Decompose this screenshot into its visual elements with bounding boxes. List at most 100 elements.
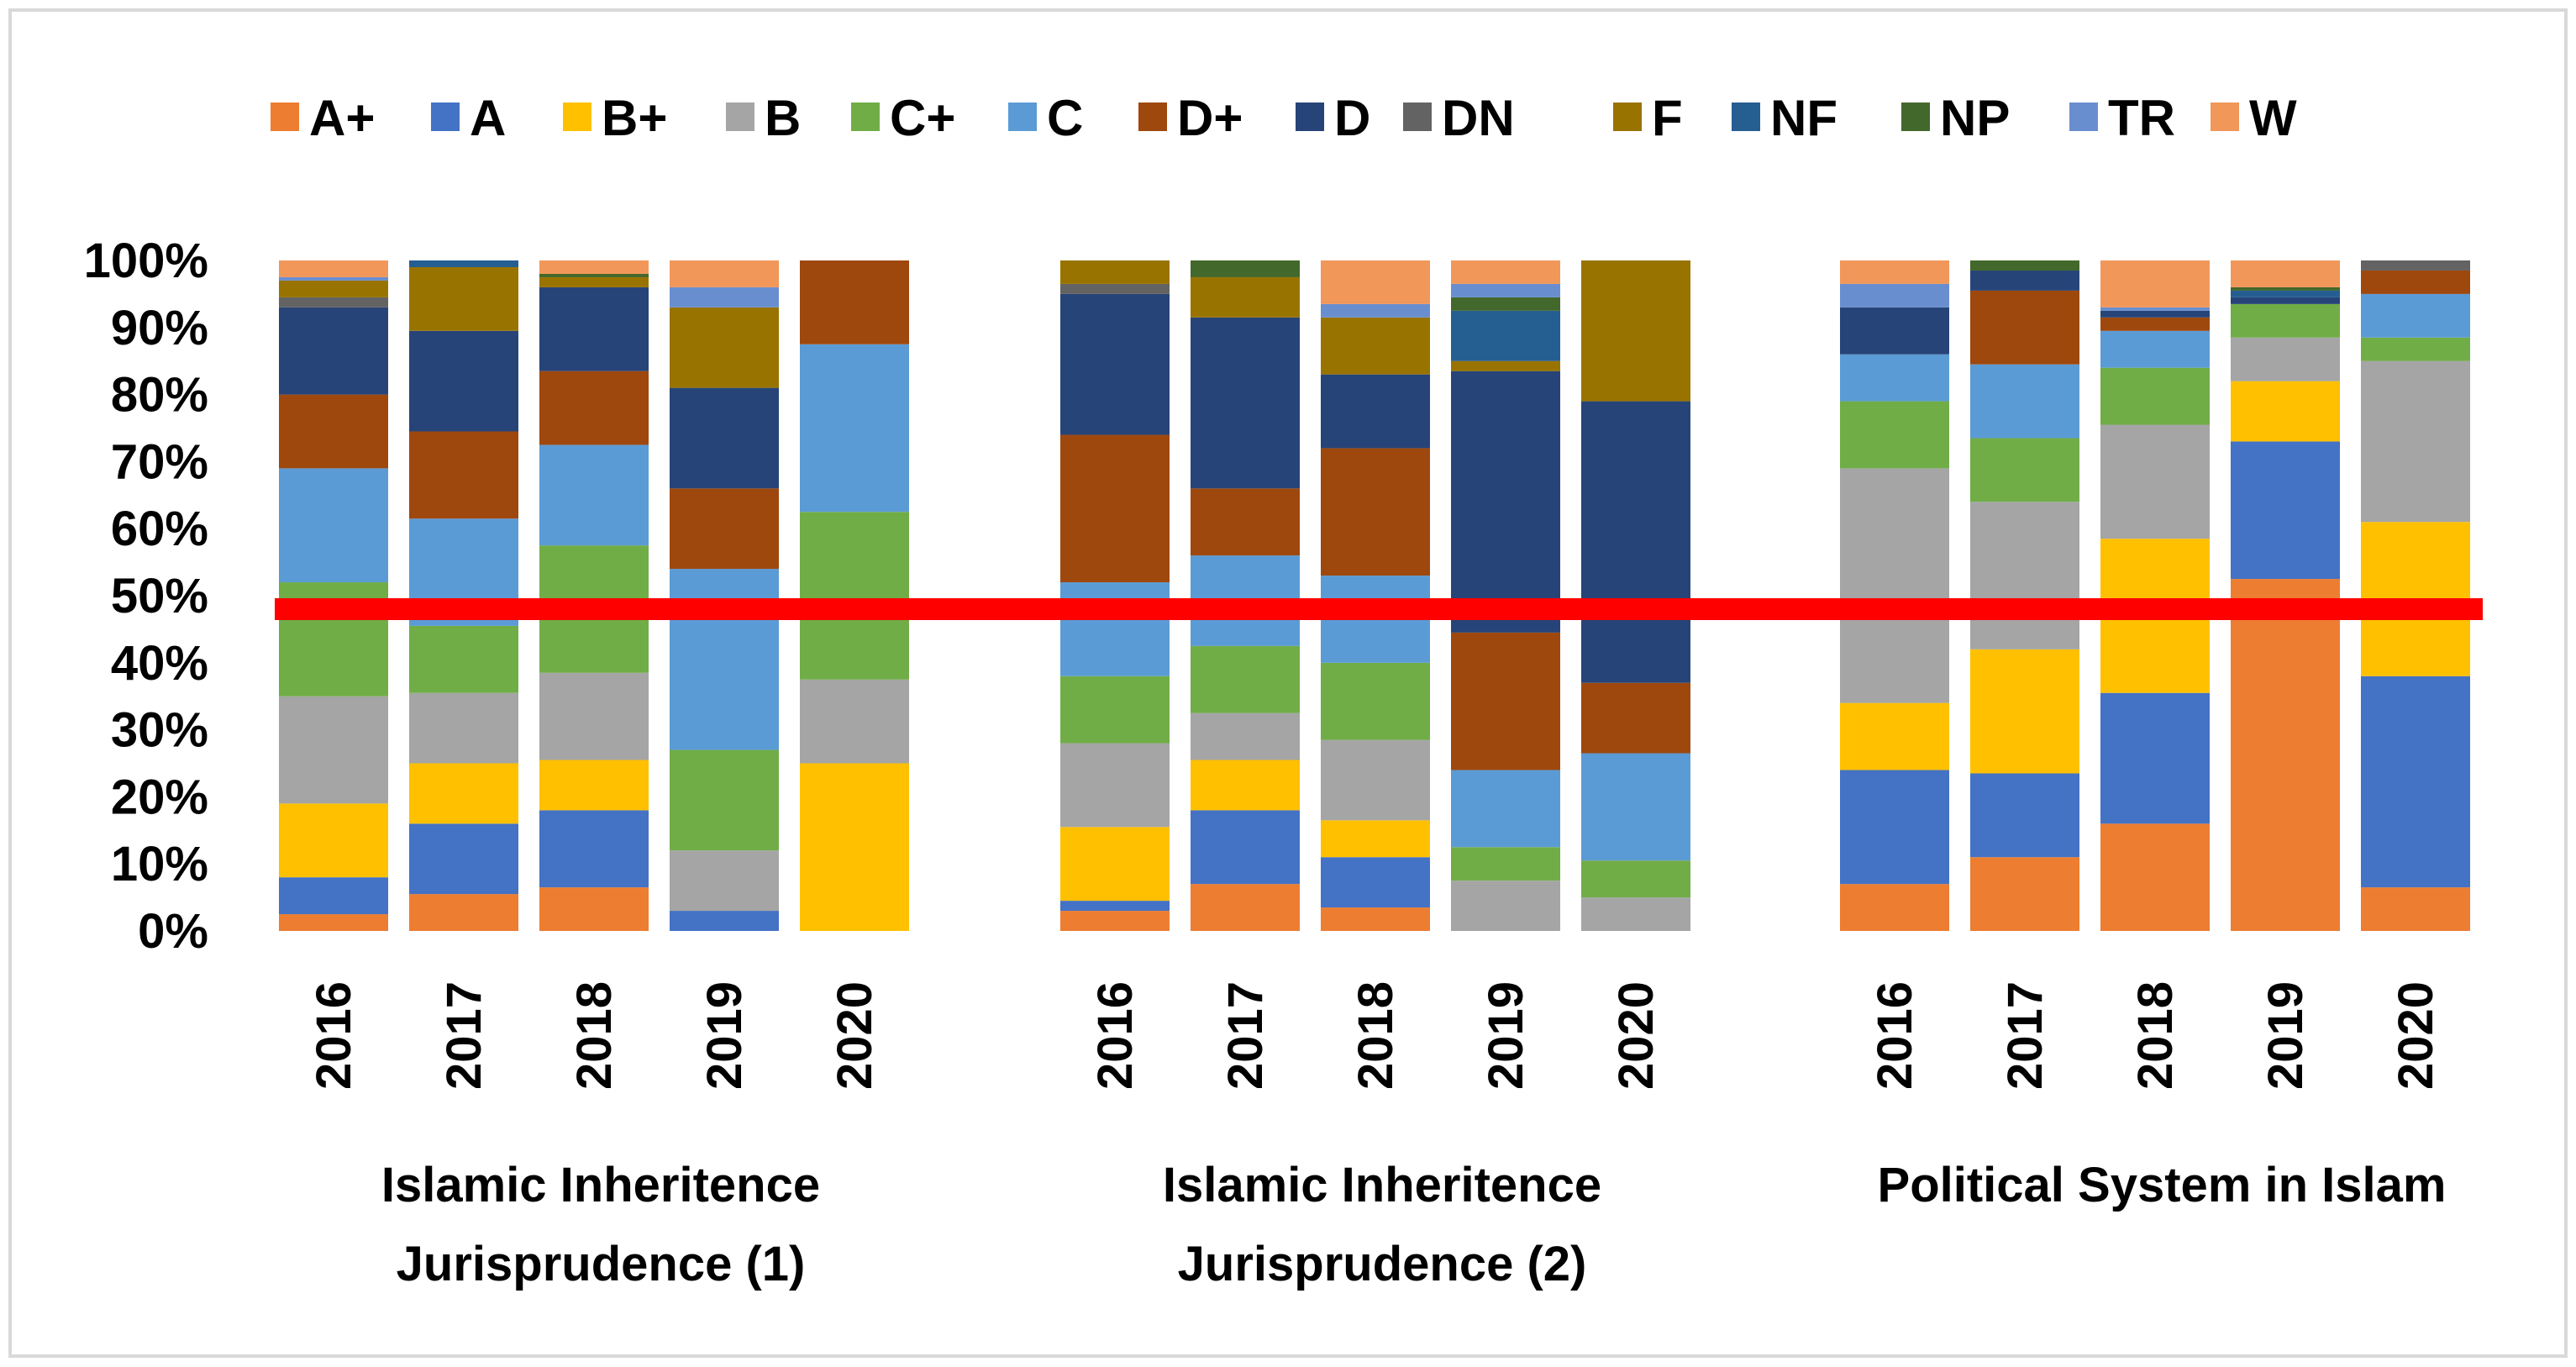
bar-segment-c-plus [2231,303,2340,338]
stacked-bar-2018 [2100,260,2210,931]
bar-segment-c [1581,753,1690,861]
legend-label-np: NP [1940,90,2010,146]
bar-segment-d [1970,270,2079,291]
legend-swatch-dn [1403,103,1432,131]
stacked-bar-2018 [1321,260,1430,931]
y-tick-label: 50% [111,569,208,623]
legend-label-w: W [2249,90,2297,146]
bar-segment-tr [279,276,388,281]
legend-swatch-c [1008,103,1037,131]
bar-segment-b [2361,360,2470,523]
stacked-bar-2017 [1970,260,2079,931]
bar-segment-c-plus [1581,860,1690,898]
y-tick-label: 100% [84,234,208,288]
bar-segment-d [1581,401,1690,683]
legend-label-a: A [470,90,506,146]
stacked-bar-2016 [279,260,388,931]
bar-segment-d-plus [1581,682,1690,754]
bar-segment-w [279,260,388,277]
bar-segment-b [2100,424,2210,539]
legend-swatch-b [726,103,754,131]
legend-swatch-c-plus [851,103,880,131]
bar-segment-c [670,569,779,750]
y-tick-label: 70% [111,434,208,489]
bar-segment-b [670,850,779,912]
bar-segment-d-plus [409,431,518,519]
bar-segment-c [1060,582,1170,676]
bar-segment-b-plus [1970,649,2079,774]
bar-segment-b-plus [2231,381,2340,442]
legend-swatch-nf [1732,103,1760,131]
stacked-bar-2017 [409,260,518,931]
bar-segment-c [1451,770,1560,848]
x-tick-label-2017: 2017 [437,981,492,1090]
y-tick-label: 60% [111,502,208,556]
bar-segment-tr [1321,303,1430,318]
legend-label-c-plus: C+ [890,90,955,146]
stacked-bar-2018 [539,260,649,931]
legend-swatch-w [2211,103,2239,131]
bar-segment-a-plus [2100,823,2210,931]
bar-segment-a-plus [1840,884,1949,931]
y-tick-label: 0% [138,904,208,959]
bar-segment-b [2231,337,2340,381]
bar-segment-d [539,287,649,371]
bar-segment-a [1970,773,2079,858]
bar-segment-d-plus [1191,488,1300,556]
bar-segment-c-plus [1840,401,1949,469]
bar-segment-d-plus [1970,290,2079,365]
bar-segment-f [1060,260,1170,284]
bar-segment-f [1191,276,1300,318]
bar-segment-b [1581,897,1690,931]
bar-segment-b [409,692,518,764]
bar-segment-w [670,260,779,287]
group-label-line: Islamic Inheritence [381,1158,820,1212]
bar-segment-f [409,266,518,331]
x-tick-label-2018: 2018 [2128,981,2183,1090]
stacked-bar-2020 [2361,260,2470,931]
bar-segment-a [279,877,388,915]
legend-label-a-plus: A+ [309,90,375,146]
bar-segment-w [2100,260,2210,308]
bar-segment-a [670,911,779,931]
y-axis: 0% 10% 20% 30% 40% 50% 60% 70% 80% 90% 100% [84,234,208,959]
legend-swatch-np [1901,103,1930,131]
x-tick-label-2019: 2019 [1479,981,1533,1090]
bar-segment-c [539,444,649,546]
bar-segment-d [2100,310,2210,318]
bar-segment-c [2361,293,2470,338]
x-tick-label-2020: 2020 [1609,981,1664,1090]
bar-segment-c-plus [670,749,779,851]
bar-segment-a [409,823,518,895]
bar-segment-d-plus [2361,270,2470,294]
bar-group-1 [279,260,909,931]
x-tick-label-2019: 2019 [2258,981,2313,1090]
bar-segment-d-plus [800,260,909,344]
bar-segment-a [1321,857,1430,908]
x-axis: 2016 2017 2018 2019 2020 2016 2017 2018 2019 2020… [307,981,2443,1090]
bar-segment-a-plus [409,894,518,931]
legend-label-c: C [1047,90,1083,146]
bar-segment-c [1840,354,1949,402]
bar-segment-a-plus [1191,884,1300,931]
legend-swatch-a [431,103,460,131]
group-label-line: Jurisprudence (1) [397,1237,806,1291]
bar-segment-b-plus [1060,827,1170,902]
bar-segment-a [2361,676,2470,888]
bar-segment-d [1840,307,1949,355]
bar-segment-b-plus [1321,820,1430,858]
bar-segment-c [1970,364,2079,439]
bar-segment-d [2231,297,2340,304]
bar-segment-a [2100,692,2210,824]
x-tick-label-2016: 2016 [1088,981,1143,1090]
bar-segment-c-plus [1060,676,1170,744]
bar-segment-np [539,273,649,277]
legend-label-b-plus: B+ [602,90,667,146]
stacked-bar-2016 [1060,260,1170,931]
legend: A+ A B+ B C+ C D+ D DN F NF NP TR W [271,90,2297,146]
bar-segment-b [1840,468,1949,703]
y-tick-label: 80% [111,368,208,423]
legend-swatch-b-plus [563,103,591,131]
bar-segment-d [1451,371,1560,633]
